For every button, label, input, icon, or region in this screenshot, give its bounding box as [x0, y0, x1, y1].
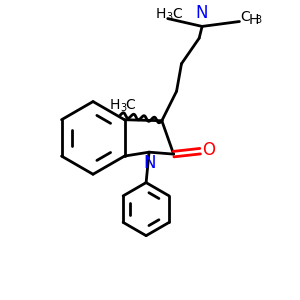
- Text: C: C: [240, 10, 250, 24]
- Text: N: N: [144, 154, 156, 172]
- Text: 3: 3: [167, 12, 173, 22]
- Text: 3: 3: [255, 14, 261, 25]
- Text: O: O: [202, 141, 215, 159]
- Text: 3: 3: [121, 103, 127, 113]
- Text: H: H: [109, 98, 120, 112]
- Text: C: C: [172, 7, 182, 21]
- Text: N: N: [196, 4, 208, 22]
- Text: H: H: [155, 7, 166, 21]
- Text: H: H: [248, 13, 259, 26]
- Text: C: C: [125, 98, 135, 112]
